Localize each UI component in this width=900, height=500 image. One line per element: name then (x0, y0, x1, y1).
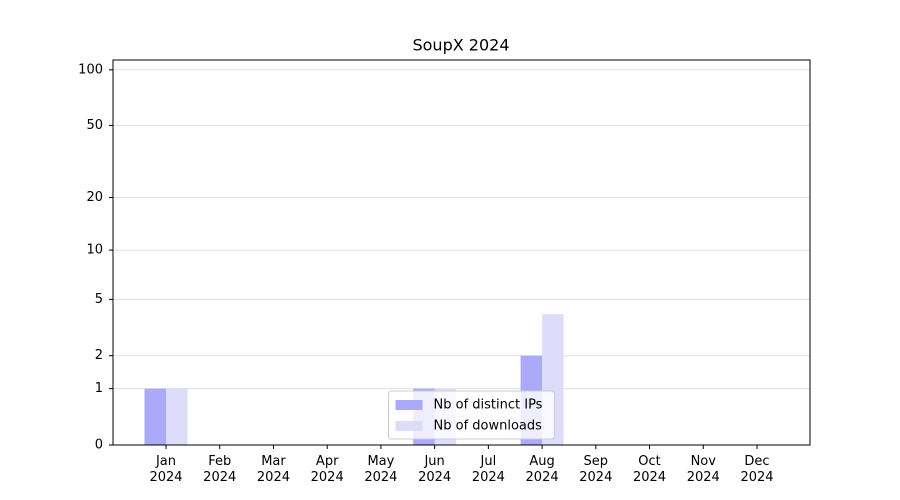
x-tick-label: May 2024 (364, 454, 398, 485)
legend-label: Nb of distinct IPs (434, 398, 543, 413)
legend-swatch (395, 421, 423, 431)
y-tick-label: 2 (95, 348, 103, 363)
x-tick-label: Oct 2024 (632, 454, 667, 485)
chart-title: SoupX 2024 (412, 36, 509, 55)
x-tick-label: Apr 2024 (310, 454, 344, 485)
x-tick-label: Jun 2024 (418, 454, 452, 485)
y-tick-label: 100 (78, 62, 103, 77)
y-tick-label: 50 (86, 118, 103, 133)
bar (144, 388, 166, 445)
x-tick-label: Jul 2024 (471, 454, 505, 485)
y-tick-label: 20 (86, 190, 103, 205)
x-tick-label: Nov 2024 (686, 454, 720, 485)
x-tick-label: Mar 2024 (256, 454, 290, 485)
x-tick-label: Aug 2024 (525, 454, 559, 485)
y-tick-label: 5 (95, 292, 103, 307)
plot-frame (112, 59, 811, 446)
x-tick-label: Sep 2024 (579, 454, 613, 485)
x-tick-label: Dec 2024 (740, 454, 774, 485)
x-tick-label: Feb 2024 (203, 454, 237, 485)
y-tick-label: 1 (95, 381, 103, 396)
legend: Nb of distinct IPs Nb of downloads (388, 390, 555, 440)
legend-label: Nb of downloads (434, 419, 543, 434)
y-tick-label: 0 (95, 438, 103, 453)
legend-swatch (395, 400, 423, 410)
legend-box (388, 390, 555, 440)
bar (166, 388, 188, 445)
y-tick-label: 10 (86, 243, 103, 258)
x-tick-label: Jan 2024 (149, 454, 183, 485)
